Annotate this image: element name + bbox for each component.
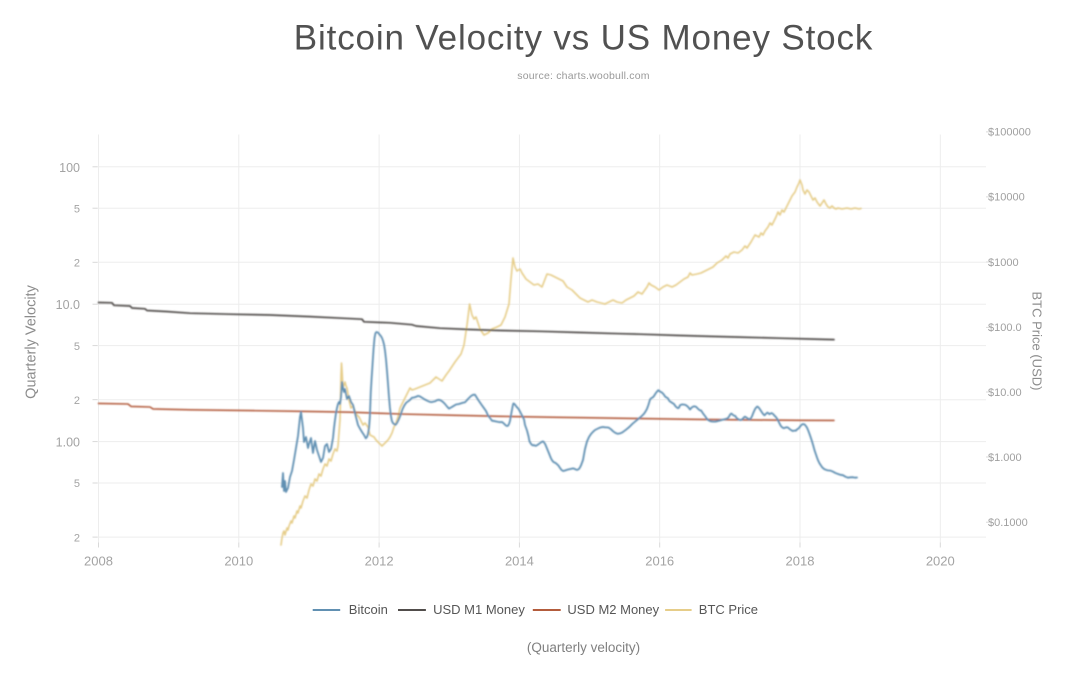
svg-text:2: 2 — [74, 395, 80, 407]
svg-text:$100000: $100000 — [988, 127, 1031, 139]
svg-text:2: 2 — [74, 258, 80, 270]
svg-text:2010: 2010 — [224, 554, 253, 569]
svg-text:BTC Price: BTC Price — [699, 602, 758, 617]
svg-text:Quarterly Velocity: Quarterly Velocity — [24, 284, 40, 398]
svg-text:2012: 2012 — [365, 554, 394, 569]
svg-text:2020: 2020 — [926, 554, 955, 569]
svg-text:2008: 2008 — [84, 554, 113, 569]
svg-text:$1.000: $1.000 — [988, 452, 1022, 464]
svg-text:2018: 2018 — [786, 554, 815, 569]
svg-text:(Quarterly velocity): (Quarterly velocity) — [527, 640, 640, 655]
svg-text:5: 5 — [74, 478, 80, 490]
svg-text:5: 5 — [74, 341, 80, 353]
svg-text:$1000: $1000 — [988, 257, 1019, 269]
svg-text:$10.00: $10.00 — [988, 387, 1022, 399]
svg-text:Bitcoin: Bitcoin — [349, 602, 388, 617]
svg-text:USD M1 Money: USD M1 Money — [433, 602, 525, 617]
svg-text:1.00: 1.00 — [56, 436, 80, 450]
svg-text:BTC Price (USD): BTC Price (USD) — [1030, 292, 1045, 391]
svg-text:$10000: $10000 — [988, 192, 1025, 204]
svg-text:2016: 2016 — [645, 554, 674, 569]
svg-text:10.0: 10.0 — [56, 298, 80, 312]
svg-text:2014: 2014 — [505, 554, 534, 569]
svg-text:100: 100 — [59, 161, 80, 175]
svg-text:source: charts.woobull.com: source: charts.woobull.com — [517, 70, 649, 82]
svg-text:USD M2 Money: USD M2 Money — [567, 602, 659, 617]
svg-text:5: 5 — [74, 203, 80, 215]
svg-text:2: 2 — [74, 532, 80, 544]
svg-text:$100.0: $100.0 — [988, 322, 1022, 334]
svg-text:$0.1000: $0.1000 — [988, 517, 1028, 529]
svg-text:Bitcoin Velocity vs US Money S: Bitcoin Velocity vs US Money Stock — [294, 19, 873, 58]
